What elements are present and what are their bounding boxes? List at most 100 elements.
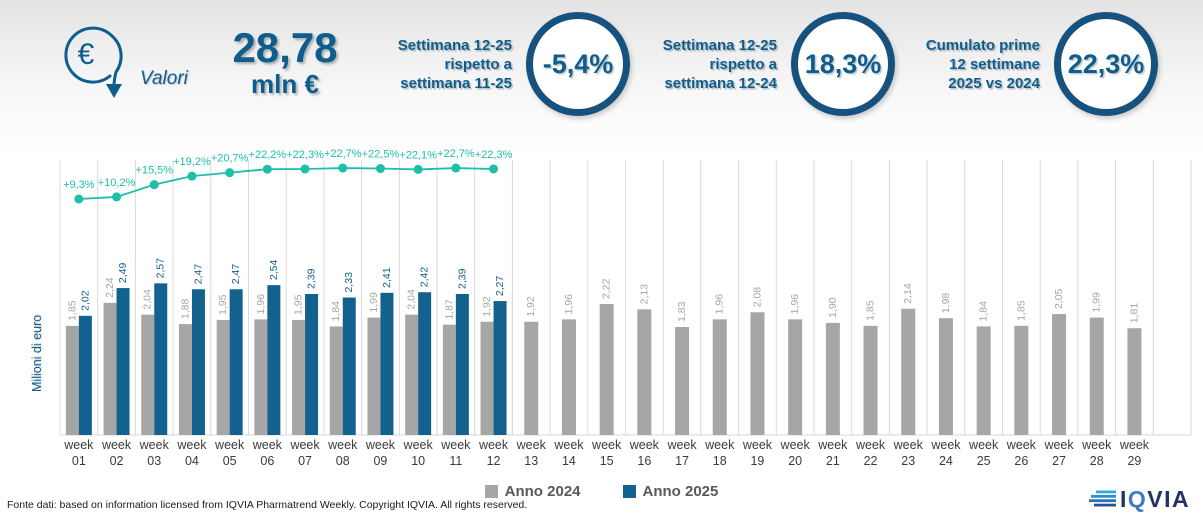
trend-percent-label: +22,1% <box>399 149 437 161</box>
trend-percent-label: +22,7% <box>437 148 475 160</box>
bar-value-label: 2,41 <box>381 267 393 288</box>
bar-2024 <box>524 321 539 435</box>
bar-value-label: 2,42 <box>419 267 431 288</box>
bar-2025 <box>229 289 243 435</box>
legend-item-anno-2024: Anno 2024 <box>484 483 581 500</box>
headline-value: 28,78 <box>232 24 338 71</box>
bar-value-label: 1,83 <box>676 301 688 322</box>
bar-value-label: 2,05 <box>1053 288 1065 309</box>
week-number: 27 <box>1052 454 1066 468</box>
kpi-value: 22,3% <box>1067 48 1145 79</box>
bar-2024 <box>1052 314 1067 435</box>
week-label: week <box>893 438 924 452</box>
bar-2025 <box>78 315 92 435</box>
bar-2024 <box>329 326 343 435</box>
week-number: 07 <box>298 454 312 468</box>
week-label: week <box>289 438 320 452</box>
week-label: week <box>855 438 886 452</box>
kpi-circle: 18,3% <box>791 12 895 116</box>
bar-2024 <box>825 322 840 435</box>
kpi-label-line: settimana 12-24 <box>664 74 777 92</box>
week-number: 06 <box>260 454 274 468</box>
trend-dot <box>300 164 310 174</box>
kpi-week-vs-last-year-week: Settimana 12-25 rispetto a settimana 12-… <box>650 10 895 118</box>
bar-2024 <box>863 325 878 435</box>
trend-dot <box>489 164 499 174</box>
trend-dot <box>413 164 423 174</box>
kpi-label-line: rispetto a <box>709 55 777 73</box>
kpi-label-line: Cumulato prime <box>925 36 1040 54</box>
week-label: week <box>1006 438 1037 452</box>
bar-value-label: 1,81 <box>1128 303 1140 324</box>
week-number: 21 <box>826 454 840 468</box>
bar-value-label: 2,49 <box>117 262 129 283</box>
week-number: 09 <box>373 454 387 468</box>
bar-2024 <box>405 314 419 435</box>
bar-2025 <box>191 289 205 435</box>
bar-value-label: 2,14 <box>902 283 914 304</box>
bar-value-label: 1,95 <box>293 294 305 315</box>
trend-dot <box>74 194 84 204</box>
trend-percent-label: +15,5% <box>135 165 173 177</box>
kpi-label-line: 2025 vs 2024 <box>948 74 1040 92</box>
headline-unit: mln € <box>251 69 319 99</box>
trend-line <box>78 167 494 200</box>
euro-value-icon: € <box>64 26 123 98</box>
bar-value-label: 2,04 <box>406 289 418 310</box>
valori-header: € Valori <box>56 20 188 104</box>
kpi-week-vs-prev-week: Settimana 12-25 rispetto a settimana 11-… <box>385 10 630 118</box>
week-number: 11 <box>449 454 462 468</box>
kpi-label-line: rispetto a <box>444 55 512 73</box>
trend-percent-label: +22,2% <box>249 149 287 161</box>
week-label: week <box>365 438 396 452</box>
legend-item-anno-2025: Anno 2025 <box>622 483 718 500</box>
kpi-label: Settimana 12-25 rispetto a settimana 11-… <box>385 36 512 93</box>
week-label: week <box>1043 438 1074 452</box>
week-number: 02 <box>110 454 124 468</box>
week-number: 22 <box>864 454 878 468</box>
week-label: week <box>252 438 283 452</box>
bar-2025 <box>493 301 507 435</box>
week-label: week <box>666 438 697 452</box>
trend-dot <box>149 180 159 190</box>
week-label: week <box>780 438 811 452</box>
bar-value-label: 2,27 <box>494 275 506 296</box>
valori-label: Valori <box>140 68 188 89</box>
chart-legend: Anno 2024 Anno 2025 <box>0 483 1203 500</box>
bar-2025 <box>116 288 130 435</box>
kpi-circle: 22,3% <box>1054 12 1158 116</box>
source-note: Fonte dati: based on information license… <box>7 499 528 511</box>
trend-percent-label: +22,5% <box>362 149 400 161</box>
bar-2024 <box>480 321 494 435</box>
bar-value-label: 1,85 <box>865 300 877 321</box>
bar-2025 <box>418 292 432 435</box>
bar-value-label: 2,39 <box>456 268 468 289</box>
trend-dot <box>375 164 385 174</box>
bar-2024 <box>637 309 652 435</box>
week-number: 14 <box>562 454 576 468</box>
kpi-value: 18,3% <box>804 48 882 79</box>
trend-dot <box>225 168 235 178</box>
bar-2024 <box>141 314 155 435</box>
week-number: 18 <box>713 454 727 468</box>
week-number: 15 <box>600 454 614 468</box>
bar-2024 <box>938 318 953 435</box>
bar-value-label: 2,33 <box>343 272 355 293</box>
week-number: 25 <box>977 454 991 468</box>
kpi-value: -5,4% <box>542 48 614 79</box>
week-number: 16 <box>637 454 651 468</box>
bar-value-label: 1,84 <box>330 301 342 322</box>
bar-value-label: 2,13 <box>638 284 650 305</box>
bar-value-label: 1,85 <box>66 300 78 321</box>
legend-swatch-2024 <box>484 485 498 498</box>
week-label: week <box>1081 438 1112 452</box>
bar-2024 <box>976 326 991 435</box>
bar-value-label: 2,24 <box>104 277 116 298</box>
bar-value-label: 1,88 <box>179 298 191 319</box>
bar-2024 <box>178 324 192 435</box>
bar-value-label: 2,54 <box>268 260 280 281</box>
bar-2025 <box>342 297 356 435</box>
legend-label-2024: Anno 2024 <box>504 483 581 500</box>
week-number: 23 <box>901 454 915 468</box>
week-label: week <box>139 438 170 452</box>
